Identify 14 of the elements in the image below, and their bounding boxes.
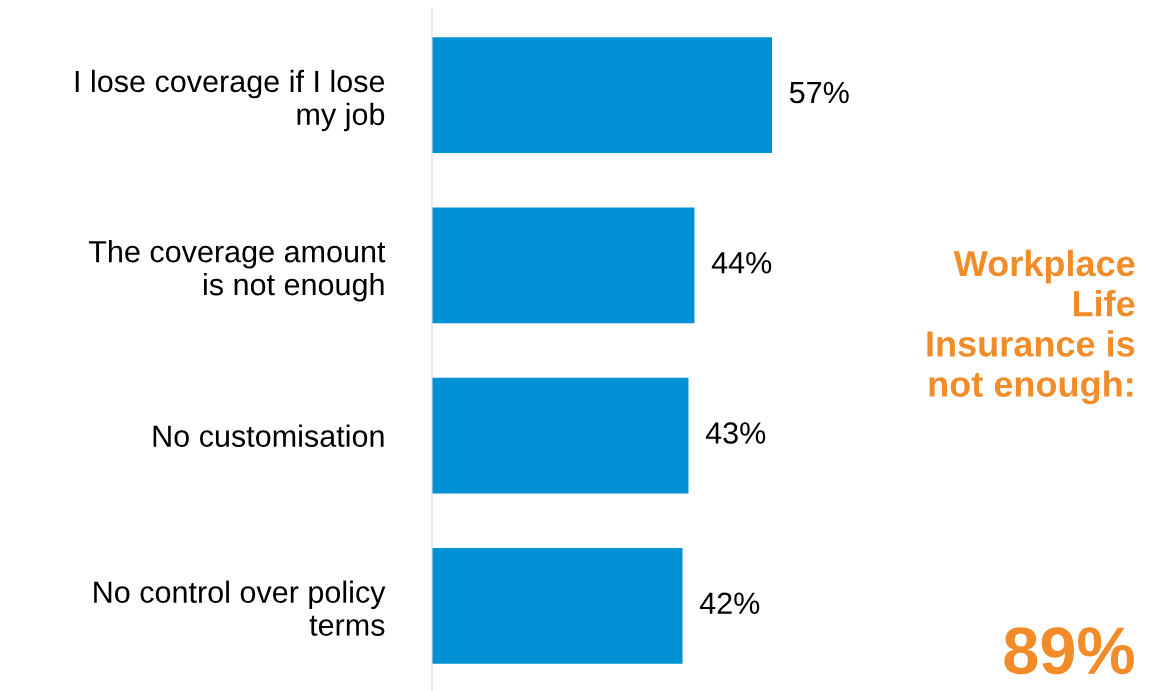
- data-label: 43%: [705, 422, 766, 444]
- bar: [432, 377, 689, 494]
- bar: [432, 207, 695, 324]
- bar: [432, 37, 772, 154]
- y-tick-label: No customisation: [153, 424, 384, 447]
- bar: [432, 547, 683, 664]
- data-label: 57%: [789, 81, 849, 104]
- y-tick-label: The coverage amount is not enough: [88, 240, 386, 302]
- data-label: 44%: [711, 252, 772, 274]
- y-tick-label: I lose coverage if I lose my job: [75, 69, 385, 132]
- y-tick-label: No control over policy terms: [94, 580, 386, 636]
- text: 89%: [1004, 627, 1134, 675]
- data-label: 42%: [699, 592, 760, 614]
- text: Workplace Life Insurance is not enough:: [927, 249, 1135, 405]
